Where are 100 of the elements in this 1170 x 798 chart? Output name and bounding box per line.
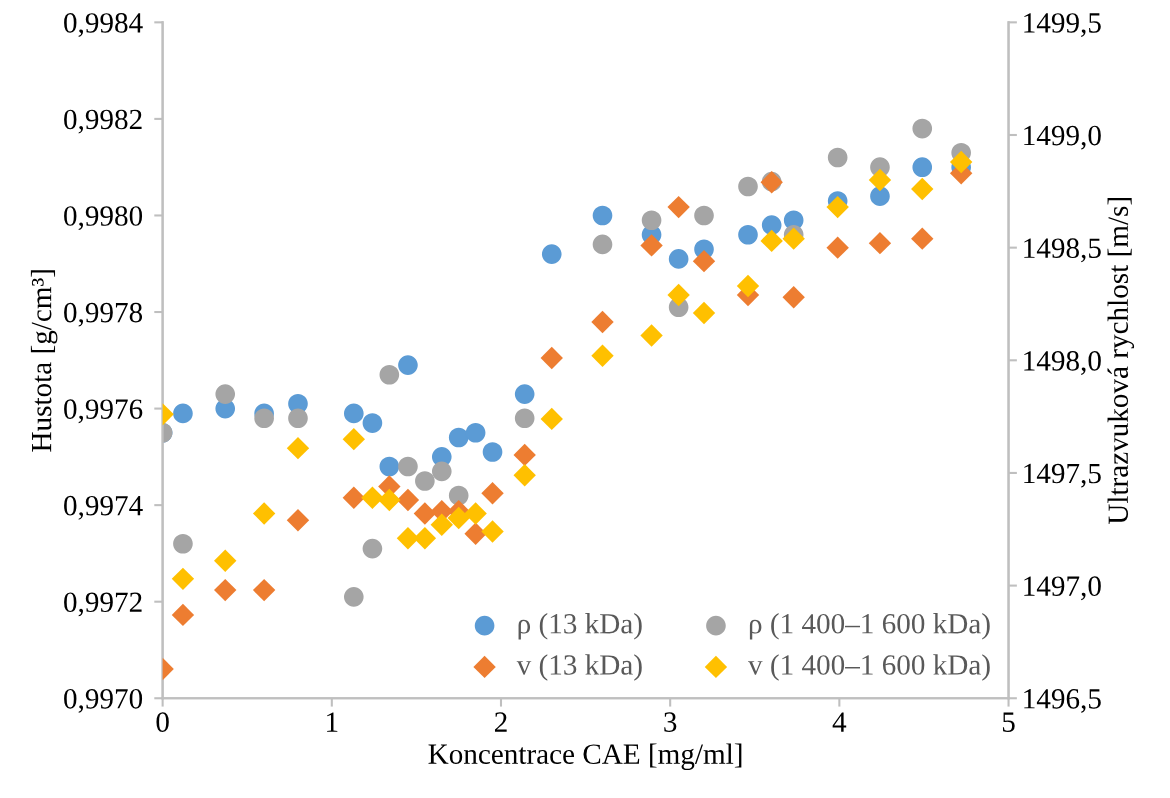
point [738,176,758,197]
point [694,205,714,226]
y2-tick-label: 1499,0 [1024,125,1101,150]
y-tick-label: 0,9972 [64,592,142,617]
point [736,274,760,298]
x-axis-title: Koncentrace CAE [mg/ml] [428,743,742,770]
point [640,234,663,257]
point [343,587,364,607]
y-tick-label: 0,9978 [64,302,143,327]
point [541,244,562,264]
y2-tick-label: 1497,0 [1024,576,1101,601]
point [641,210,662,231]
x-tick-label: 0 [156,712,169,732]
point [286,509,310,532]
point [761,215,782,235]
point [591,310,614,334]
point [482,442,503,462]
point [826,236,849,259]
y-tick-label: 0,9970 [64,688,143,713]
y-tick-label: 0,9984 [64,13,143,37]
y-axis-title: Hustota [g/cm³] [30,270,58,452]
point [464,502,487,525]
point [342,486,365,509]
point [396,488,420,512]
point [342,427,365,451]
point [760,229,783,253]
legend-label: ρ (1 400–1 600 kDa) [749,613,990,640]
x-tick-label: 1 [327,712,338,732]
point [254,408,274,429]
point [826,195,849,219]
point [362,413,383,433]
point [868,231,892,255]
y2-tick-label: 1498,0 [1024,351,1101,375]
x-tick-label: 4 [832,712,847,732]
point [361,486,384,509]
y2-tick-label: 1498,5 [1024,238,1101,263]
point [379,456,400,477]
point [540,346,563,370]
point [447,506,470,530]
y2-axis-title: Ultrazvuková rychlost [m/s] [1107,198,1135,525]
point [448,485,469,506]
point [692,301,716,325]
point [431,461,452,482]
point [288,408,308,429]
point [173,533,193,554]
point [465,422,486,443]
y2-tick-label: 1499,5 [1024,13,1101,37]
point [464,522,487,545]
y-tick-label: 0,9974 [64,495,143,520]
point [171,567,195,591]
point [667,283,690,307]
point [252,578,276,602]
point [592,234,613,255]
point [413,502,437,525]
legend-label: ρ (13 kDa) [518,613,642,640]
point [481,482,504,505]
point [343,403,364,424]
point [481,520,504,543]
point [378,488,401,512]
point [379,364,400,385]
point [868,168,892,192]
point [782,286,805,309]
point [398,456,418,477]
point [514,408,535,429]
point [513,443,536,467]
legend-label: v (13 kDa) [516,654,642,681]
point [514,384,535,404]
point [667,195,690,219]
point [171,603,195,627]
point [398,355,418,375]
point [782,227,805,250]
point [173,403,193,424]
x-tick-label: 2 [494,712,507,732]
point [592,205,613,226]
point [591,344,614,367]
point [540,407,563,431]
point [912,157,933,177]
point [911,177,934,201]
y2-tick-label: 1496,5 [1024,689,1101,713]
point [827,147,848,168]
point [286,436,310,460]
x-tick-label: 5 [1002,712,1015,732]
point [448,427,469,448]
point [362,538,383,559]
point [911,227,934,250]
legend-label: v (1 400–1 600 kDa) [748,654,990,681]
point [413,527,437,550]
point [415,471,435,491]
point [668,249,689,269]
y-tick-label: 0,9980 [64,206,143,231]
y-tick-label: 0,9976 [64,399,143,424]
x-tick-label: 3 [664,712,677,732]
point [640,324,663,347]
point [692,249,716,273]
point [513,464,536,487]
y2-tick-label: 1497,5 [1024,463,1101,488]
point [214,549,237,573]
point [912,118,933,139]
point [738,224,758,245]
point [215,384,236,404]
